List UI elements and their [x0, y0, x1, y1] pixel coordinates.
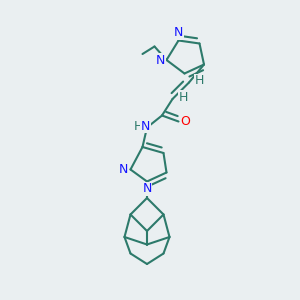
Text: H: H: [195, 74, 204, 88]
Text: N: N: [141, 119, 150, 133]
Text: N: N: [174, 26, 183, 40]
Text: H: H: [178, 91, 188, 104]
Text: N: N: [119, 163, 129, 176]
Text: H: H: [134, 119, 143, 133]
Text: O: O: [180, 115, 190, 128]
Text: N: N: [156, 53, 165, 67]
Text: N: N: [142, 182, 152, 196]
